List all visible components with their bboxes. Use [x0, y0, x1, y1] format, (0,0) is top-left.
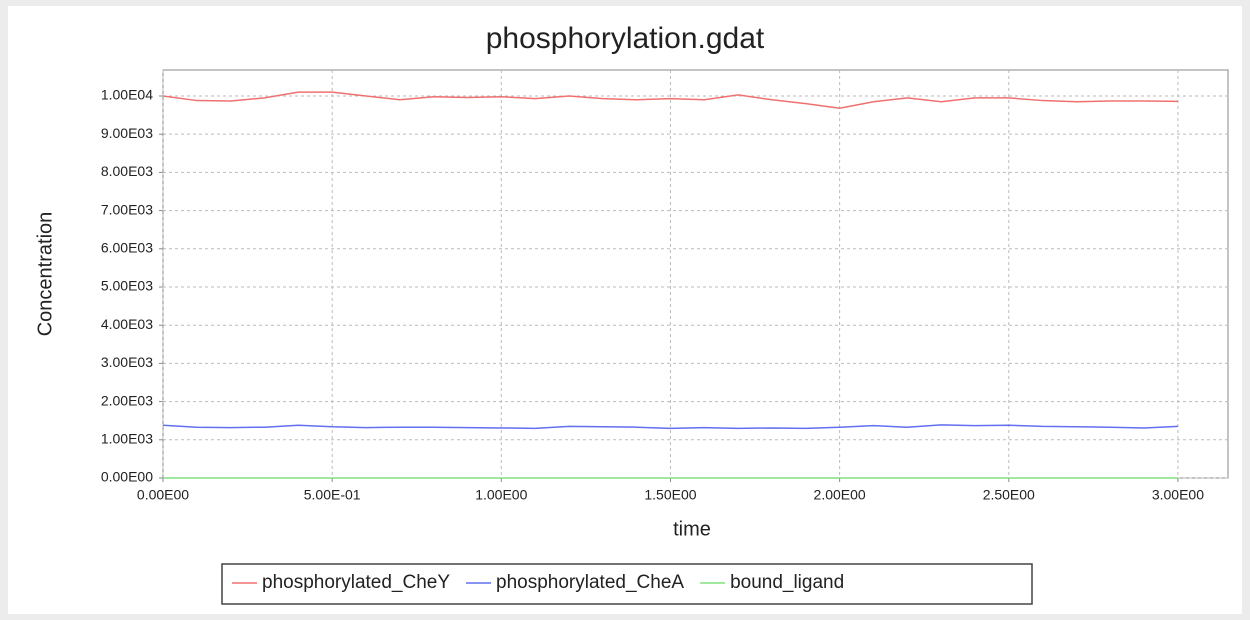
legend [221, 563, 1033, 605]
line-series [162, 424, 1178, 430]
y-tick-label: 1.00E03 [101, 431, 153, 447]
y-tick-label: 7.00E03 [101, 201, 153, 217]
y-tick-label: 3.00E03 [101, 354, 153, 370]
x-tick-label: 5.00E-01 [304, 487, 361, 503]
y-tick-label: 8.00E03 [101, 163, 153, 179]
y-tick-label: 1.00E04 [101, 87, 153, 103]
y-tick-label: 5.00E03 [101, 278, 153, 294]
x-axis-label: time [673, 518, 711, 540]
y-axis-label: Concentration [34, 212, 56, 337]
y-tick-label: 0.00E00 [101, 469, 153, 485]
y-tick-label: 4.00E03 [101, 316, 153, 332]
line-series [162, 91, 1178, 109]
y-tick-label: 6.00E03 [101, 239, 153, 255]
x-tick-label: 1.50E00 [644, 487, 696, 503]
x-tick-label: 0.00E00 [137, 487, 189, 503]
legend-label: phosphorylated_CheA [496, 572, 684, 593]
plot-area [162, 69, 1229, 479]
legend-label: bound_ligand [730, 572, 844, 593]
chart-title: phosphorylation.gdat [486, 22, 765, 55]
legend-label: phosphorylated_CheY [262, 572, 450, 593]
y-tick-label: 9.00E03 [101, 125, 153, 141]
y-tick-label: 2.00E03 [101, 392, 153, 408]
x-tick-label: 2.00E00 [814, 487, 866, 503]
x-tick-label: 2.50E00 [983, 487, 1035, 503]
x-tick-label: 3.00E00 [1152, 487, 1204, 503]
x-tick-label: 1.00E00 [475, 487, 527, 503]
